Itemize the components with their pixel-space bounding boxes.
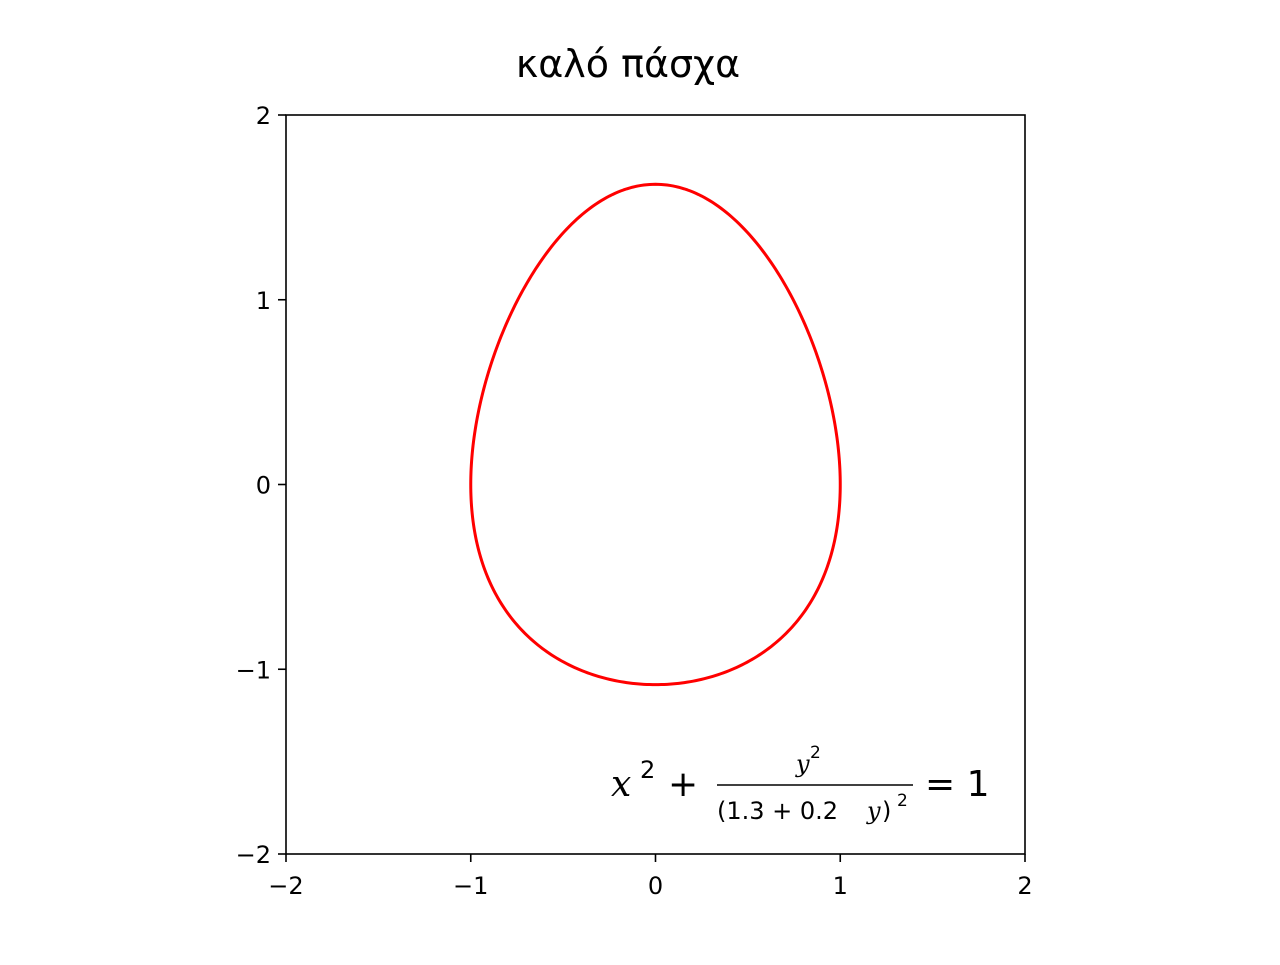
x-tick-label: 1	[833, 872, 848, 900]
x-tick-label: −1	[453, 872, 488, 900]
x-tick-label: 0	[648, 872, 663, 900]
y-axis: −2 −1 0 1 2	[236, 102, 286, 869]
egg-curve	[469, 182, 842, 687]
y-tick-label: −2	[236, 841, 271, 869]
eq-equals-one: = 1	[925, 764, 990, 805]
eq-plus: +	[668, 764, 698, 805]
y-tick-label: −1	[236, 656, 271, 684]
equation-annotation: x 2 + y 2 (1.3 + 0.2 y ) 2 = 1	[611, 743, 990, 825]
y-tick-label: 1	[256, 287, 271, 315]
x-tick-label: 2	[1017, 872, 1032, 900]
x-axis: −2 −1 0 1 2	[268, 854, 1033, 900]
eq-x: x	[611, 764, 631, 805]
y-tick-label: 2	[256, 102, 271, 130]
eq-numerator-y: y	[795, 750, 810, 778]
eq-denominator-close: )	[882, 797, 891, 825]
axes-frame	[285, 114, 1026, 855]
x-tick-label: −2	[268, 872, 303, 900]
plot-area	[285, 114, 1026, 855]
chart-title: καλό πάσχα	[516, 42, 740, 86]
eq-denominator-start: (1.3 + 0.2	[717, 797, 838, 825]
y-tick-label: 0	[256, 472, 271, 500]
eq-numerator-exponent: 2	[810, 743, 821, 763]
eq-denominator-y: y	[866, 797, 881, 825]
eq-denominator-exponent: 2	[897, 791, 908, 811]
eq-x-exponent: 2	[640, 756, 655, 784]
